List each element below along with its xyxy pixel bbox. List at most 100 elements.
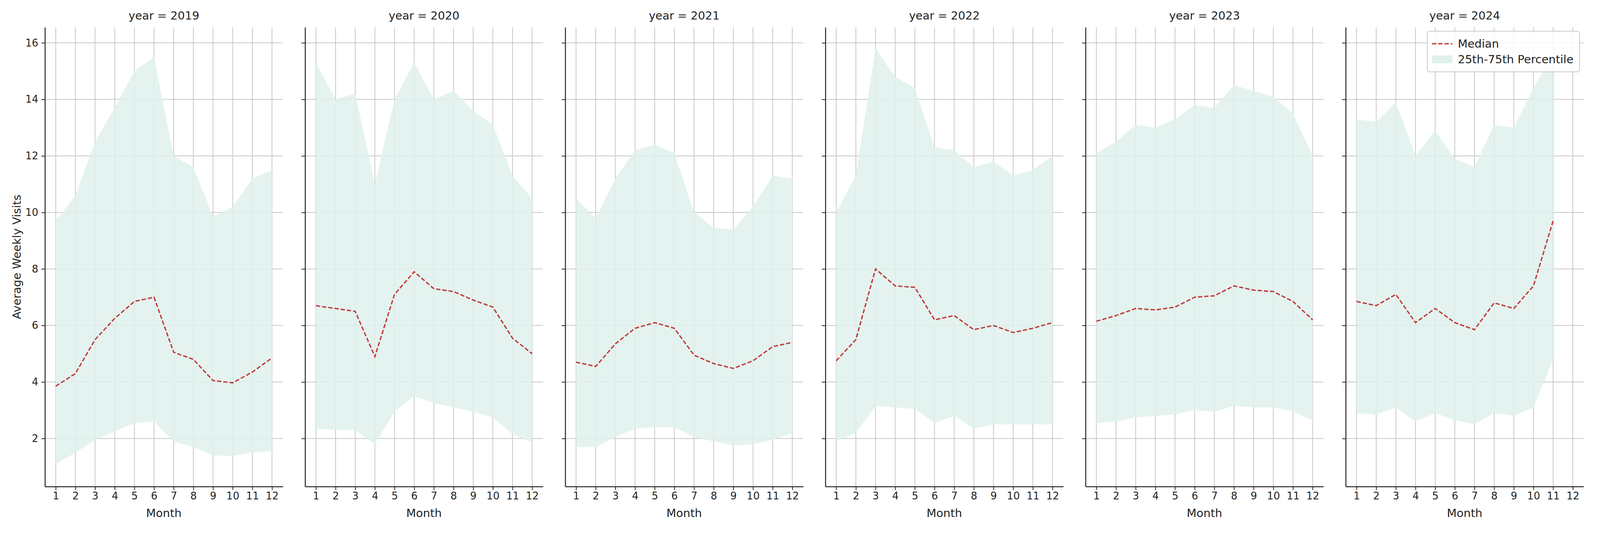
y-tick: [1342, 269, 1346, 270]
y-tick-mark: [561, 42, 566, 44]
grid: [1085, 27, 1324, 487]
y-tick: [301, 99, 306, 100]
x-tick: 2: [1112, 486, 1120, 502]
x-axis-title: Month: [406, 506, 442, 520]
y-tick-mark: [821, 212, 826, 214]
x-tick: 5: [131, 486, 138, 502]
x-tick-label: 5: [1432, 490, 1439, 502]
y-tick-mark: [821, 155, 826, 157]
y-tick-mark: [561, 382, 566, 383]
y-tick: [1082, 438, 1086, 440]
x-tick-label: 4: [371, 490, 379, 502]
x-tick-mark: [75, 486, 77, 491]
y-tick-mark: [41, 438, 45, 440]
x-tick: 7: [951, 486, 958, 502]
x-tick-label: 8: [450, 490, 458, 502]
x-tick-mark: [173, 486, 175, 491]
y-tick-label: 10: [25, 206, 39, 219]
x-tick-label: 2: [1373, 490, 1380, 502]
legend-label: 25th-75th Percentile: [1457, 52, 1574, 67]
y-tick-mark: [1082, 155, 1086, 157]
y-tick: 10: [25, 206, 45, 219]
percentile-band: [1356, 54, 1554, 425]
x-tick: 2: [852, 486, 860, 502]
x-tick-mark: [1194, 486, 1196, 491]
y-tick: [821, 212, 826, 213]
x-tick-mark: [1356, 486, 1358, 491]
x-tick-mark: [492, 486, 494, 491]
x-tick-label: 2: [852, 490, 860, 502]
x-tick-label: 11: [1026, 490, 1040, 502]
x-tick: 6: [411, 486, 418, 502]
percentile-band: [576, 144, 793, 447]
x-tick-label: 7: [170, 490, 178, 502]
y-tick-mark: [41, 382, 45, 383]
x-tick-label: 1: [52, 490, 60, 502]
x-tick-label: 11: [766, 490, 780, 502]
x-tick-label: 5: [1171, 490, 1179, 502]
y-tick: [301, 438, 306, 440]
x-tick: 7: [1471, 486, 1479, 502]
panel: 123456789101112year = 2023Month: [1082, 8, 1324, 520]
x-tick: 10: [226, 486, 240, 502]
x-tick: 1: [573, 486, 580, 502]
x-tick-label: 10: [226, 490, 240, 502]
x-tick-mark: [532, 486, 533, 491]
x-tick-mark: [394, 486, 396, 491]
x-tick: 10: [1267, 486, 1281, 502]
x-tick: 5: [651, 486, 659, 502]
y-tick-label: 14: [25, 93, 39, 106]
grid: [1345, 27, 1584, 487]
y-tick-mark: [1342, 155, 1346, 157]
x-tick: 11: [1546, 486, 1560, 502]
y-tick-mark: [1342, 325, 1346, 327]
percentile-band: [1096, 85, 1313, 424]
x-tick: 7: [1211, 486, 1218, 502]
x-tick-label: 9: [210, 490, 217, 502]
x-tick-label: 10: [1007, 490, 1020, 502]
x-tick: 3: [352, 486, 359, 502]
y-tick: [301, 42, 306, 44]
y-tick-mark: [1342, 99, 1346, 100]
y-tick: [301, 155, 306, 157]
y-tick-mark: [561, 438, 566, 440]
y-axis-line: [825, 27, 827, 488]
y-tick: [1342, 212, 1346, 213]
x-tick-mark: [575, 486, 577, 491]
x-tick: 6: [671, 486, 679, 502]
x-tick-mark: [914, 486, 916, 491]
x-tick: 5: [1432, 486, 1439, 502]
y-tick-mark: [41, 212, 45, 214]
x-tick: 2: [72, 486, 79, 502]
y-tick-label: 8: [31, 263, 39, 275]
y-tick: [1342, 382, 1346, 383]
marks: [1096, 85, 1313, 424]
y-tick-mark: [1082, 438, 1086, 440]
x-tick-label: 3: [612, 490, 620, 502]
median-line: [316, 271, 533, 357]
x-tick-mark: [335, 486, 337, 491]
y-tick-mark: [821, 42, 826, 44]
x-tick-mark: [792, 486, 793, 491]
x-tick-label: 9: [470, 490, 477, 502]
y-tick: 16: [25, 37, 45, 49]
x-tick-mark: [973, 486, 975, 491]
x-tick: 9: [1250, 486, 1258, 502]
x-tick-label: 2: [592, 490, 600, 502]
x-tick-mark: [1116, 486, 1117, 491]
x-tick-label: 6: [411, 490, 418, 502]
x-tick: 6: [1191, 486, 1199, 502]
x-tick: 10: [746, 486, 760, 502]
x-tick-mark: [453, 486, 454, 491]
x-tick: 11: [766, 486, 780, 502]
x-tick-label: 11: [1546, 490, 1560, 502]
grid-line-y: [825, 42, 1064, 44]
y-axis: [821, 27, 826, 488]
x-tick-mark: [615, 486, 617, 491]
median-line: [1356, 221, 1554, 331]
x-axis: 123456789101112: [1346, 486, 1584, 502]
y-tick-label: 4: [31, 376, 39, 388]
x-tick-label: 10: [1527, 490, 1541, 502]
x-tick-mark: [414, 486, 415, 491]
y-tick: [1082, 42, 1086, 44]
